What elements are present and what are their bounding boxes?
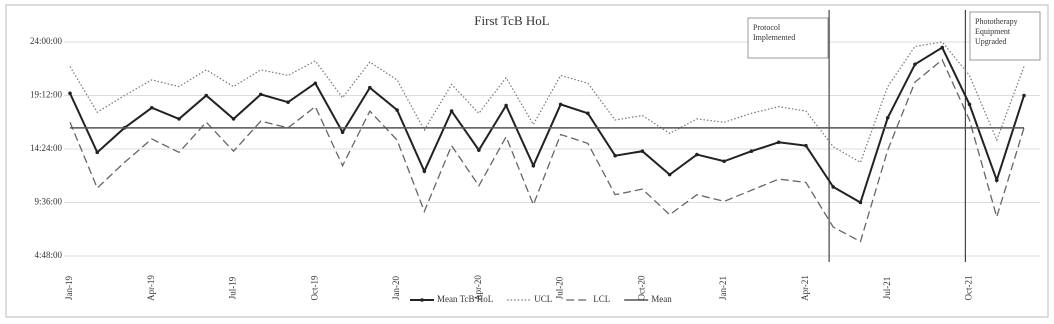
x-tick-label: Oct-19 xyxy=(309,275,319,300)
x-tick-label: Apr-19 xyxy=(146,275,156,301)
point xyxy=(395,108,399,112)
series-line xyxy=(69,46,1025,204)
annotation-box xyxy=(969,11,1041,61)
point xyxy=(68,91,72,96)
x-tick-label: Jul-21 xyxy=(882,277,892,300)
point xyxy=(422,169,427,174)
point xyxy=(885,115,890,120)
point xyxy=(204,93,209,98)
point xyxy=(722,159,726,164)
point xyxy=(368,85,372,90)
chart-title: First TcB HoL xyxy=(474,13,549,28)
point xyxy=(259,92,263,97)
point xyxy=(340,130,345,135)
point xyxy=(313,81,318,86)
annotation-box xyxy=(747,17,829,59)
x-tick-label: Jul-19 xyxy=(228,276,238,299)
legend-label: Mean xyxy=(651,294,672,304)
point xyxy=(994,178,999,183)
x-tick-label: Oct-21 xyxy=(964,276,974,301)
y-tick-label: 4:48:00 xyxy=(34,250,62,260)
point xyxy=(95,150,100,155)
x-tick-label: Apr-20 xyxy=(473,275,483,301)
point xyxy=(967,102,972,107)
annotation-text: Phototherapy Equipment Upgraded xyxy=(975,17,1018,46)
point xyxy=(586,111,590,116)
point xyxy=(504,103,508,108)
annotation-text: Protocol Implemented xyxy=(753,23,795,42)
point xyxy=(449,109,454,113)
legend-label: UCL xyxy=(534,294,552,304)
x-tick-label: Oct-20 xyxy=(636,275,646,300)
point xyxy=(149,105,154,110)
point xyxy=(804,143,808,148)
point xyxy=(231,117,236,121)
point xyxy=(940,45,945,50)
y-tick-label: 19:12:00 xyxy=(30,90,63,100)
series-line xyxy=(69,41,1025,164)
x-tick-label: Apr-21 xyxy=(800,275,810,301)
point xyxy=(667,172,672,177)
legend-label: Mean TcB HoL xyxy=(437,294,493,304)
series-line xyxy=(69,58,1025,243)
point xyxy=(286,100,290,104)
legend-label: LCL xyxy=(593,294,610,304)
y-tick-label: 24:00:00 xyxy=(30,36,63,46)
point xyxy=(531,163,536,168)
point xyxy=(477,148,481,152)
y-tick-label: 14:24:00 xyxy=(30,143,63,153)
x-tick-label: Jan-19 xyxy=(64,276,74,300)
point xyxy=(913,62,917,67)
point xyxy=(177,117,181,121)
point xyxy=(858,200,863,205)
point xyxy=(776,140,781,145)
point xyxy=(831,185,835,189)
x-tick-label: Jul-20 xyxy=(555,276,565,299)
point xyxy=(558,102,563,107)
x-tick-label: Jan-20 xyxy=(391,276,401,300)
legend-marker xyxy=(420,298,424,302)
y-tick-label: 9:36:00 xyxy=(34,197,62,207)
point xyxy=(1022,93,1026,98)
point xyxy=(640,149,645,154)
point xyxy=(613,153,617,158)
chart-frame xyxy=(5,4,1049,318)
point xyxy=(695,152,699,157)
point xyxy=(749,149,754,154)
x-tick-label: Jan-21 xyxy=(718,276,728,300)
